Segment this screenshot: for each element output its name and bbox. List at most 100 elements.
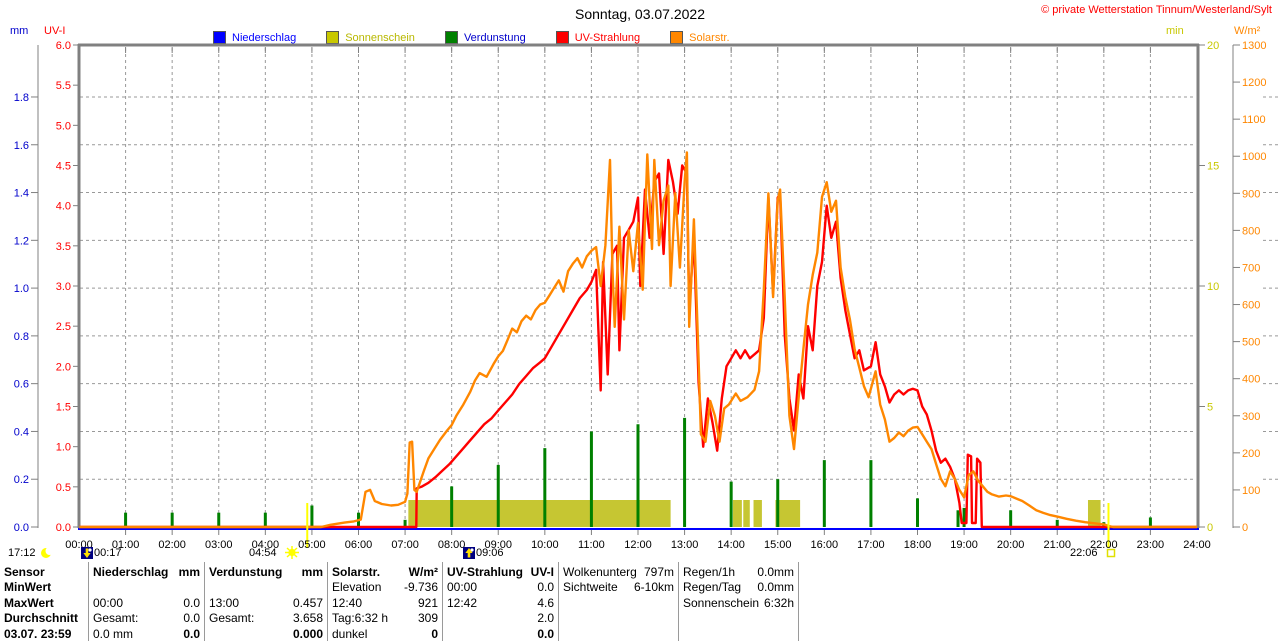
cell-value: 0.0 bbox=[537, 580, 554, 595]
cell-label: 00:00 bbox=[447, 580, 478, 595]
uvi-axis-label: 3.5 bbox=[56, 241, 71, 253]
sensor-column-uvstrahlung: UV-Strahlung UV-I 00:00 0.0 12:42 4.6 2.0 0.0 bbox=[447, 564, 554, 642]
cell-label: Gesamt: bbox=[209, 611, 255, 626]
cell-label: Solarstr. bbox=[332, 564, 381, 579]
wm2-axis-label: 1200 bbox=[1242, 77, 1266, 89]
cell-value: 2.0 bbox=[537, 611, 554, 626]
cell-label: 13:00 bbox=[209, 595, 240, 610]
min-axis-label: 5 bbox=[1207, 402, 1213, 414]
wm2-axis-label: 1100 bbox=[1242, 114, 1266, 126]
table-row: 12:40 921 bbox=[332, 595, 438, 611]
x-axis-label: 16:00 bbox=[811, 539, 839, 551]
table-divider bbox=[204, 562, 205, 641]
table-row: Verdunstung mm bbox=[209, 564, 323, 580]
wm2-axis-label: 500 bbox=[1242, 337, 1260, 349]
wm2-axis-label: 700 bbox=[1242, 262, 1260, 274]
sun-moon-time: 22:06 bbox=[1070, 546, 1098, 559]
x-axis-label: 24:00 bbox=[1183, 539, 1211, 551]
weather-chart: 0.0 0.2 0.4 0.6 0.8 1.0 1.2 1.4 1.6 1.8 0.0 0.5 1.0 1… bbox=[14, 40, 1280, 551]
cell-value: 0.0mm bbox=[757, 580, 794, 595]
table-divider bbox=[442, 562, 443, 641]
mm-axis-label: 1.4 bbox=[14, 188, 29, 200]
stats-table: Sensor MinWert MaxWert Durchschnitt 03.07. 2… bbox=[0, 560, 1280, 641]
x-axis-label: 01:00 bbox=[112, 539, 140, 551]
legend-label: UV-Strahlung bbox=[574, 31, 641, 44]
sun-moon-time: 17:12 bbox=[8, 546, 36, 559]
cell-label: Sichtweite bbox=[563, 580, 618, 595]
mm-axis-label: 0.0 bbox=[14, 522, 29, 534]
x-axis-label: 03:00 bbox=[205, 539, 233, 551]
sunset-icon bbox=[1106, 546, 1116, 559]
table-row: Elevation -9.736 bbox=[332, 580, 438, 596]
table-row: Niederschlag mm bbox=[93, 564, 200, 580]
info-column-2: Regen/1h 0.0mm Regen/Tag 0.0mm Sonnenschein 6… bbox=[683, 564, 794, 611]
cell-value: mm bbox=[301, 564, 323, 579]
uvi-axis-label: 4.5 bbox=[56, 161, 71, 173]
uvi-axis-label: 1.0 bbox=[56, 442, 71, 454]
x-axis-label: 08:00 bbox=[438, 539, 466, 551]
cell-label: Gesamt: bbox=[93, 611, 139, 626]
axis-title-min: min bbox=[1166, 25, 1184, 37]
table-row: 0.0 bbox=[447, 626, 554, 642]
wm2-axis-label: 900 bbox=[1242, 188, 1260, 200]
table-row: Gesamt: 0.0 bbox=[93, 611, 200, 627]
wm2-axis-label: 100 bbox=[1242, 485, 1260, 497]
legend-label: Niederschlag bbox=[232, 31, 297, 44]
table-row: Gesamt: 3.658 bbox=[209, 611, 323, 627]
table-row: 13:00 0.457 bbox=[209, 595, 323, 611]
table-row: 0.0 mm 0.0 bbox=[93, 626, 200, 642]
mm-axis-label: 1.8 bbox=[14, 92, 29, 104]
legend-label: Solarstr. bbox=[689, 31, 730, 44]
table-row: 2.0 bbox=[447, 611, 554, 627]
sensor-column-verdunstung: Verdunstung mm 13:00 0.457 Gesamt: 3.658 0.000 bbox=[209, 564, 323, 642]
cell-value: UV-I bbox=[530, 564, 554, 579]
table-divider bbox=[678, 562, 679, 641]
cell-value: 309 bbox=[417, 611, 438, 626]
sun-moon-time: 04:54 bbox=[249, 546, 277, 559]
x-axis-label: 17:00 bbox=[857, 539, 885, 551]
uvi-axis-label: 5.5 bbox=[56, 80, 71, 92]
cell-value: 0 bbox=[431, 626, 438, 641]
legend-item-sonnenschein: Sonnenschein bbox=[326, 31, 415, 44]
solar-line bbox=[79, 151, 1197, 529]
sunshine-bar bbox=[733, 500, 742, 527]
cell-label: Verdunstung bbox=[209, 564, 283, 579]
table-row: Regen/1h 0.0mm bbox=[683, 564, 794, 580]
uvi-axis-label: 6.0 bbox=[56, 40, 71, 52]
cell-label: 12:40 bbox=[332, 595, 363, 610]
cell-label: Durchschnitt bbox=[4, 611, 79, 626]
table-row: Tag:6:32 h 309 bbox=[332, 611, 438, 627]
legend-item-solarstr: Solarstr. bbox=[670, 31, 730, 44]
mm-axis-label: 1.6 bbox=[14, 140, 29, 152]
table-row: 03.07. 23:59 bbox=[4, 626, 84, 642]
uvi-axis-label: 2.0 bbox=[56, 361, 71, 373]
row-label-column: Sensor MinWert MaxWert Durchschnitt 03.07. 2… bbox=[4, 564, 84, 642]
cell-label: dunkel bbox=[332, 626, 368, 641]
cell-value: 0.0 bbox=[183, 626, 200, 641]
wm2-axis-label: 300 bbox=[1242, 411, 1260, 423]
cell-value: 0.0mm bbox=[757, 564, 794, 579]
mm-axis-label: 0.4 bbox=[14, 426, 29, 438]
cell-value: 0.0 bbox=[537, 626, 554, 641]
moon-icon bbox=[40, 546, 54, 559]
x-axis-label: 21:00 bbox=[1043, 539, 1071, 551]
x-axis-label: 23:00 bbox=[1137, 539, 1165, 551]
wm2-axis-label: 400 bbox=[1242, 374, 1260, 386]
min-axis-label: 15 bbox=[1207, 161, 1219, 173]
cell-label: Tag:6:32 h bbox=[332, 611, 389, 626]
moonrise-icon bbox=[463, 546, 475, 559]
min-axis-label: 10 bbox=[1207, 281, 1219, 293]
uvi-axis-label: 1.5 bbox=[56, 402, 71, 414]
cell-value: 4.6 bbox=[537, 595, 554, 610]
cell-value: 0.0 bbox=[183, 595, 200, 610]
sunrise-icon bbox=[285, 546, 299, 559]
info-column-1: Wolkenunterg 797m Sichtweite 6-10km bbox=[563, 564, 674, 595]
sun-moon-time: 00:17 bbox=[94, 546, 122, 559]
wm2-axis-label: 0 bbox=[1242, 522, 1248, 534]
table-row: 12:42 4.6 bbox=[447, 595, 554, 611]
cell-label: 03.07. 23:59 bbox=[4, 626, 72, 641]
x-axis-label: 11:00 bbox=[578, 539, 605, 551]
cell-value: 0.457 bbox=[292, 595, 323, 610]
cell-value: 6-10km bbox=[633, 580, 674, 595]
table-row: Solarstr. W/m² bbox=[332, 564, 438, 580]
